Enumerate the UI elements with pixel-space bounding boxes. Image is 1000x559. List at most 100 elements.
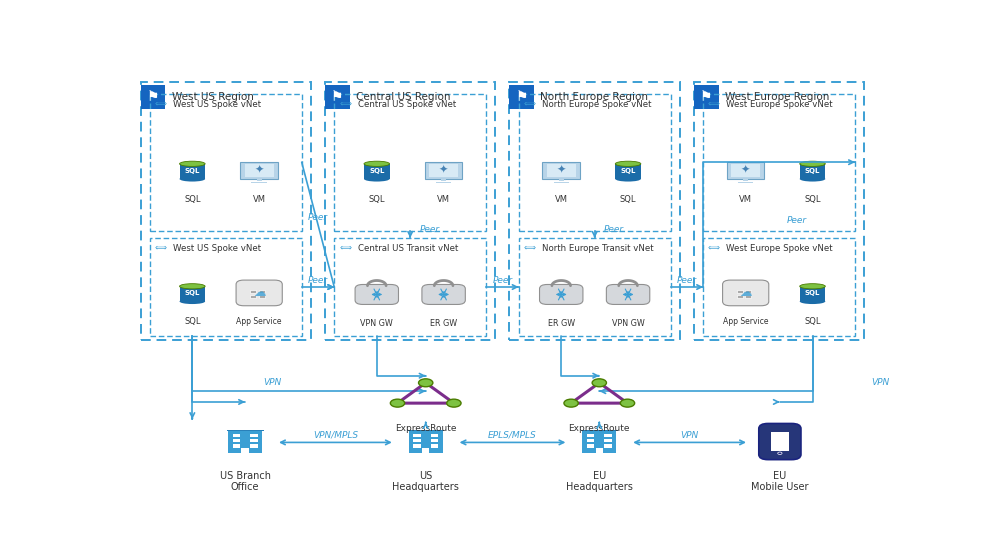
Bar <box>233 439 240 442</box>
Text: ⟺: ⟺ <box>524 243 536 252</box>
Bar <box>604 439 612 442</box>
Bar <box>615 164 641 179</box>
Text: Peer: Peer <box>787 216 807 225</box>
Bar <box>429 164 458 177</box>
Bar <box>554 182 569 183</box>
Bar <box>140 85 165 109</box>
Text: ExpressRoute: ExpressRoute <box>569 424 630 433</box>
Bar <box>325 82 495 340</box>
Text: North Europe Transit vNet: North Europe Transit vNet <box>542 244 654 253</box>
Ellipse shape <box>180 283 205 289</box>
Bar <box>233 434 240 437</box>
Text: West US Spoke vNet: West US Spoke vNet <box>173 100 261 108</box>
Ellipse shape <box>180 299 205 304</box>
Bar <box>259 290 265 293</box>
Bar <box>180 164 205 179</box>
Bar <box>250 295 256 298</box>
Text: West US Spoke vNet: West US Spoke vNet <box>173 244 261 253</box>
Text: ⚑: ⚑ <box>516 90 528 104</box>
Text: West US Region: West US Region <box>172 92 253 102</box>
Text: ⟺: ⟺ <box>708 99 720 108</box>
Text: ✦: ✦ <box>254 165 264 175</box>
Bar <box>743 179 748 181</box>
Text: Peer: Peer <box>604 225 624 234</box>
Text: ☁: ☁ <box>739 286 752 299</box>
Text: VM: VM <box>437 195 450 203</box>
Text: Peer: Peer <box>492 276 512 285</box>
Text: ⟺: ⟺ <box>155 243 167 252</box>
FancyBboxPatch shape <box>422 285 465 305</box>
FancyBboxPatch shape <box>723 280 769 306</box>
Text: VM: VM <box>739 195 752 203</box>
Bar <box>596 448 603 453</box>
Text: Peer: Peer <box>308 214 328 222</box>
Text: SQL: SQL <box>620 195 636 203</box>
Text: SQL: SQL <box>369 168 384 174</box>
Ellipse shape <box>800 176 825 182</box>
Bar <box>250 290 256 293</box>
Text: SQL: SQL <box>184 195 201 203</box>
Text: VPN/MPLS: VPN/MPLS <box>313 431 358 440</box>
Bar <box>250 439 258 442</box>
Text: ER GW: ER GW <box>548 319 575 328</box>
Text: VPN: VPN <box>680 431 699 440</box>
Text: EU
Mobile User: EU Mobile User <box>751 471 809 492</box>
Circle shape <box>419 379 433 387</box>
Text: App Service: App Service <box>236 317 282 326</box>
Bar <box>703 238 855 336</box>
Text: SQL: SQL <box>620 168 636 174</box>
Text: ⟺: ⟺ <box>708 243 720 252</box>
Bar <box>582 430 616 453</box>
Bar <box>413 439 421 442</box>
Text: SQL: SQL <box>805 168 820 174</box>
Text: Central US Region: Central US Region <box>356 92 450 102</box>
Text: SQL: SQL <box>185 290 200 296</box>
Bar <box>519 238 671 336</box>
Bar <box>519 94 671 231</box>
Bar <box>407 429 444 431</box>
Text: App Service: App Service <box>723 317 768 326</box>
FancyBboxPatch shape <box>759 424 801 459</box>
Text: Peer: Peer <box>677 276 697 285</box>
Circle shape <box>592 379 606 387</box>
Bar <box>431 434 438 437</box>
Bar <box>436 182 451 183</box>
FancyBboxPatch shape <box>540 285 583 305</box>
Bar <box>241 448 249 453</box>
Text: VM: VM <box>253 195 266 203</box>
Text: ExpressRoute: ExpressRoute <box>395 424 456 433</box>
Text: VPN: VPN <box>871 378 889 387</box>
Bar <box>800 286 825 301</box>
Text: ⚑: ⚑ <box>147 90 159 104</box>
Ellipse shape <box>615 176 641 182</box>
Bar <box>150 238 302 336</box>
Text: West Europe Spoke vNet: West Europe Spoke vNet <box>726 244 833 253</box>
Text: SQL: SQL <box>185 168 200 174</box>
Circle shape <box>447 399 461 407</box>
Bar <box>364 164 390 179</box>
Ellipse shape <box>800 283 825 289</box>
Bar <box>581 429 618 431</box>
Bar <box>431 439 438 442</box>
Bar <box>180 286 205 301</box>
FancyBboxPatch shape <box>355 285 398 305</box>
Bar <box>745 295 751 298</box>
Bar <box>140 82 311 340</box>
Ellipse shape <box>615 161 641 167</box>
Ellipse shape <box>800 299 825 304</box>
Text: VPN: VPN <box>263 378 281 387</box>
Text: ✦: ✦ <box>439 165 448 175</box>
Bar <box>240 162 278 179</box>
Text: ⟺: ⟺ <box>155 99 167 108</box>
Text: ⚑: ⚑ <box>700 90 712 104</box>
Bar <box>509 85 534 109</box>
Text: SQL: SQL <box>805 290 820 296</box>
Text: ☁: ☁ <box>253 286 265 299</box>
Bar <box>228 430 262 453</box>
Text: Central US Spoke vNet: Central US Spoke vNet <box>358 100 456 108</box>
Text: SQL: SQL <box>369 195 385 203</box>
Bar <box>737 290 743 293</box>
Text: West Europe Region: West Europe Region <box>725 92 829 102</box>
Ellipse shape <box>364 161 390 167</box>
Text: Central US Transit vNet: Central US Transit vNet <box>358 244 458 253</box>
